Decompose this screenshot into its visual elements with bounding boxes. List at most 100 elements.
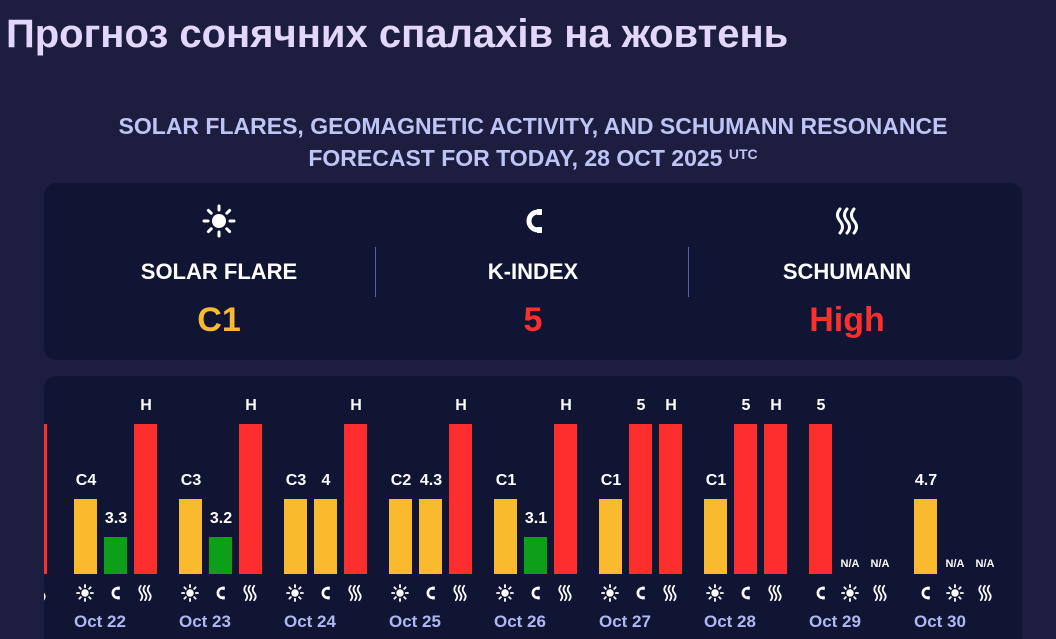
summary-k-index: K-INDEX 5 xyxy=(373,183,693,360)
flare-bar xyxy=(599,499,622,574)
sun-icon xyxy=(705,583,725,603)
schumann-bar xyxy=(449,424,472,574)
kindex-value: 3.1 xyxy=(524,510,548,527)
schumann-value: H xyxy=(455,397,467,414)
kindex-bar xyxy=(524,537,547,574)
flare-value: C1 xyxy=(495,472,517,489)
sun-icon xyxy=(840,583,860,603)
kindex-value: 5 xyxy=(741,397,751,414)
magnet-icon xyxy=(315,583,335,603)
kindex-bar xyxy=(209,537,232,574)
day-date[interactable]: Oct 28 xyxy=(704,612,756,631)
flare-value: C2 xyxy=(390,472,412,489)
schumann-bar xyxy=(554,424,577,574)
schumann-bar xyxy=(659,424,682,574)
waves-icon xyxy=(687,201,1007,241)
kindex-bar xyxy=(104,537,127,574)
schumann-value: H xyxy=(665,397,677,414)
waves-icon xyxy=(450,583,470,603)
summary-panel: SOLAR FLARE C1 K-INDEX 5 SCHUMANN Hi xyxy=(44,183,1022,360)
utc-label: UTC xyxy=(728,146,758,162)
schumann-label-partial: H xyxy=(44,397,56,415)
schumann-na: N/A xyxy=(870,558,890,570)
waves-icon xyxy=(345,583,365,603)
schumann-value: High xyxy=(809,301,885,339)
daily-forecast-timeline[interactable]: H C4 3.3 H Oct 22 C3 3.2 H Oct 23 C3 4 H Oct 24 C2 4.3… xyxy=(44,376,1022,639)
sun-icon xyxy=(59,201,379,241)
magnet-icon xyxy=(525,583,545,603)
day-date[interactable]: Oct 26 xyxy=(494,612,546,631)
flare-value: C4 xyxy=(75,472,97,489)
summary-divider xyxy=(375,247,376,297)
waves-icon xyxy=(240,583,260,603)
kindex-value: 5 xyxy=(636,397,646,414)
schumann-na: N/A xyxy=(975,558,995,570)
schumann-label: SCHUMANN xyxy=(782,259,912,284)
schumann-value: H xyxy=(770,397,782,414)
flare-na: N/A xyxy=(945,558,965,570)
forecast-subtitle: SOLAR FLARES, GEOMAGNETIC ACTIVITY, AND … xyxy=(0,110,1056,174)
kindex-value: 5 xyxy=(816,397,826,414)
magnet-icon xyxy=(105,583,125,603)
flare-bar xyxy=(179,499,202,574)
waves-icon xyxy=(555,583,575,603)
page-title: Прогноз сонячних спалахів на жовтень xyxy=(6,12,789,56)
day-date[interactable]: Oct 24 xyxy=(284,612,336,631)
kindex-bar xyxy=(314,499,337,574)
sun-icon xyxy=(180,583,200,603)
day-date[interactable]: Oct 22 xyxy=(74,612,126,631)
schumann-bar xyxy=(239,424,262,574)
kindex-value: 3.3 xyxy=(104,510,128,527)
magnet-icon xyxy=(210,583,230,603)
subtitle-line-1: SOLAR FLARES, GEOMAGNETIC ACTIVITY, AND … xyxy=(118,113,948,139)
sun-icon xyxy=(390,583,410,603)
waves-icon xyxy=(44,583,49,603)
solar-flare-value: C1 xyxy=(197,301,241,339)
magnet-icon xyxy=(915,583,935,603)
schumann-value: H xyxy=(245,397,257,414)
sun-icon xyxy=(600,583,620,603)
sun-icon xyxy=(495,583,515,603)
flare-value: C1 xyxy=(600,472,622,489)
flare-value: C3 xyxy=(285,472,307,489)
day-date[interactable]: Oct 25 xyxy=(389,612,441,631)
sun-icon xyxy=(945,583,965,603)
day-date[interactable]: Oct 30 xyxy=(914,612,966,631)
flare-bar xyxy=(74,499,97,574)
summary-divider xyxy=(688,247,689,297)
day-date[interactable]: Oct 23 xyxy=(179,612,231,631)
waves-icon xyxy=(660,583,680,603)
kindex-value: 4 xyxy=(321,472,331,489)
schumann-bar-partial xyxy=(44,424,47,574)
kindex-bar xyxy=(914,499,937,574)
waves-icon xyxy=(870,583,890,603)
schumann-bar xyxy=(134,424,157,574)
solar-flare-label: SOLAR FLARE xyxy=(140,259,298,284)
waves-icon xyxy=(765,583,785,603)
magnet-icon xyxy=(373,201,693,241)
waves-icon xyxy=(975,583,995,603)
schumann-bar xyxy=(344,424,367,574)
kindex-value: 4.7 xyxy=(914,472,938,489)
subtitle-date: FORECAST FOR TODAY, 28 OCT 2025 xyxy=(308,145,723,171)
flare-bar xyxy=(704,499,727,574)
summary-solar-flare: SOLAR FLARE C1 xyxy=(59,183,379,360)
sun-icon xyxy=(285,583,305,603)
kindex-bar xyxy=(809,424,832,574)
flare-bar xyxy=(284,499,307,574)
day-date[interactable]: Oct 29 xyxy=(809,612,861,631)
magnet-icon xyxy=(420,583,440,603)
k-index-label: K-INDEX xyxy=(487,259,579,284)
magnet-icon xyxy=(630,583,650,603)
flare-value: C1 xyxy=(705,472,727,489)
flare-bar xyxy=(494,499,517,574)
magnet-icon xyxy=(735,583,755,603)
flare-bar xyxy=(389,499,412,574)
subtitle-line-2: FORECAST FOR TODAY, 28 OCT 2025 UTC xyxy=(0,142,1056,174)
schumann-bar xyxy=(764,424,787,574)
schumann-value: H xyxy=(140,397,152,414)
flare-value: C3 xyxy=(180,472,202,489)
day-date[interactable]: Oct 27 xyxy=(599,612,651,631)
kindex-bar xyxy=(734,424,757,574)
summary-schumann: SCHUMANN High xyxy=(687,183,1007,360)
